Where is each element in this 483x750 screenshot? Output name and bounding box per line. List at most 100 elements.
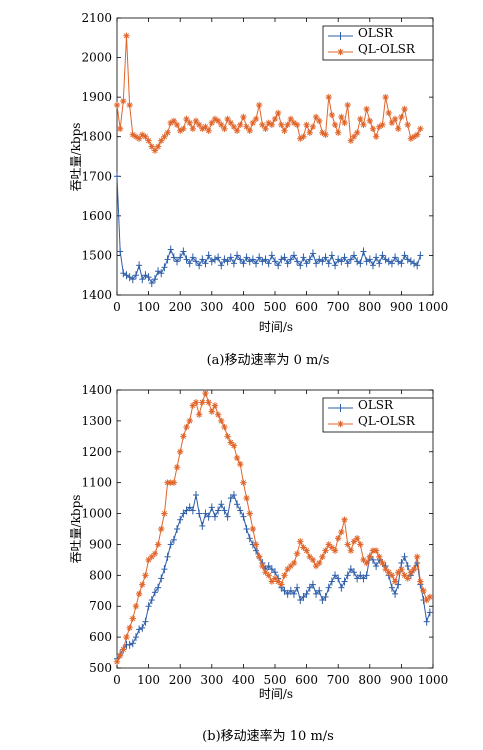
panel-b-series-ql-olsr-point: [341, 516, 348, 523]
panel-a-series-olsr-point: [306, 255, 313, 264]
panel-b-series-ql-olsr-point: [414, 553, 421, 560]
panel-b-series-ql-olsr-point: [410, 565, 418, 573]
panel-b-series-olsr-point: [186, 503, 193, 512]
panel-a-series-olsr-point: [132, 271, 139, 280]
panel-b-series-olsr-point: [392, 589, 399, 598]
panel-b-series-olsr-point: [325, 583, 332, 592]
panel-a-series-olsr-point: [385, 257, 392, 266]
panel-b-y-tick-label: 1300: [81, 414, 112, 428]
panel-b-y-axis-label: 吞吐量/kbps: [69, 495, 83, 564]
panel-b-series-ql-olsr-point: [183, 423, 190, 431]
panel-a-series-ql-olsr-point: [192, 117, 200, 125]
panel-a-y-tick-label: 1600: [81, 209, 112, 223]
panel-a-series-olsr-point: [180, 247, 187, 256]
panel-b-series-olsr-point: [193, 491, 199, 500]
panel-a-series-olsr-point: [407, 257, 414, 266]
panel-b-series-ql-olsr-point: [132, 603, 140, 610]
panel-b-series-olsr-point: [297, 596, 304, 605]
panel-b-series-ql-olsr-line: [116, 391, 431, 663]
panel-b-series-ql-olsr-point: [135, 590, 143, 598]
panel-b-series-olsr-point: [272, 568, 278, 577]
panel-a-series-ql-olsr-point: [116, 125, 124, 132]
panel-a-series-olsr-point: [398, 259, 405, 268]
panel-a-series-ql-olsr-point: [331, 121, 339, 129]
panel-a-series-olsr-point: [392, 253, 399, 262]
panel-a-series-ql-olsr-point: [120, 97, 127, 105]
panel-b-series-olsr-point: [230, 491, 237, 500]
panel-a-series-ql-olsr-point: [205, 127, 212, 134]
panel-b-series-ql-olsr-point: [126, 624, 133, 632]
panel-b-series-ql-olsr-point: [243, 494, 250, 502]
panel-b-legend-marker-ql-olsr: [337, 420, 344, 428]
panel-a-series-ql-olsr-point: [328, 111, 336, 119]
panel-a-series-ql-olsr-point: [395, 125, 402, 132]
panel-b-series-ql-olsr-point: [237, 460, 244, 468]
panel-b-series-ql-olsr-point: [376, 553, 383, 560]
panel-b-series-olsr-point: [351, 568, 357, 577]
panel-a-series-olsr-point: [388, 259, 395, 268]
panel-b-series-ql-olsr-point: [129, 615, 136, 622]
panel-b-x-tick-label: 700: [327, 673, 350, 687]
panel-b-y-tick-label: 600: [89, 630, 112, 644]
panel-b-y-tick-label: 800: [89, 568, 112, 582]
panel-a-series-ql-olsr-point: [300, 133, 307, 140]
panel-a-caption: (a)移动速率为 0 m/s: [207, 352, 330, 368]
panel-a-series-olsr-point: [309, 249, 316, 258]
panel-b-series-ql-olsr-point: [325, 541, 332, 548]
panel-b-series-olsr-point: [338, 583, 345, 592]
panel-a-series-ql-olsr-point: [347, 137, 355, 144]
panel-b-series-olsr-point: [309, 580, 316, 589]
panel-b-series-ql-olsr-point: [303, 547, 310, 554]
panel-b-series-olsr-point: [265, 562, 272, 571]
panel-a-series-ql-olsr-point: [145, 137, 152, 144]
panel-a-series-olsr-point: [234, 251, 241, 260]
panel-b-y-tick-label: 700: [89, 599, 112, 613]
panel-b-series-ql-olsr-point: [173, 464, 181, 471]
panel-b-series-olsr-point: [388, 583, 395, 592]
panel-b-series-olsr-point: [183, 506, 190, 515]
panel-b-series-ql-olsr-point: [246, 510, 253, 517]
panel-a-series-olsr-point: [332, 261, 339, 270]
panel-b-series-ql-olsr-point: [316, 559, 323, 567]
panel-a-series-ql-olsr-point: [123, 32, 130, 40]
panel-a-x-axis-label: 时间/s: [259, 320, 293, 334]
panel-b-series-ql-olsr-point: [252, 541, 260, 548]
panel-a-x-tick-label: 700: [327, 300, 350, 314]
panel-b-y-tick-label: 1200: [81, 445, 112, 459]
panel-b-series-olsr-point: [237, 506, 244, 515]
panel-b-series-olsr-point: [167, 540, 174, 549]
panel-a-series-olsr-point: [189, 253, 196, 262]
panel-a-series-ql-olsr-point: [274, 109, 282, 117]
panel-a-series-ql-olsr-point: [281, 127, 288, 134]
panel-a-series-ql-olsr-point: [262, 125, 269, 132]
panel-b-series-olsr-point: [224, 512, 231, 521]
panel-a-legend-marker-ql-olsr: [337, 48, 344, 56]
panel-b-series-olsr-point: [335, 574, 342, 583]
panel-b-series-olsr-point: [145, 602, 152, 611]
panel-a-series-ql-olsr-point: [338, 113, 345, 121]
panel-a-series-ql-olsr-point: [306, 129, 313, 136]
panel-a-series-olsr-point: [151, 275, 158, 284]
panel-a-x-tick-label: 900: [390, 300, 413, 314]
panel-a-series-olsr-point: [294, 257, 301, 266]
panel-b-y-tick-label: 1000: [81, 507, 112, 521]
panel-b-series-olsr-point: [357, 571, 364, 580]
panel-a-series-ql-olsr-point: [170, 117, 178, 125]
panel-b-series-olsr-point: [202, 509, 209, 518]
panel-a-series-olsr-point: [114, 172, 120, 181]
panel-b-series-ql-olsr-point: [139, 581, 146, 588]
panel-b-x-tick-label: 800: [358, 673, 381, 687]
panel-b-series-olsr-point: [313, 589, 320, 598]
panel-b-series-olsr-point: [287, 586, 294, 595]
panel-a-series-olsr-point: [281, 253, 288, 262]
panel-a-series-ql-olsr-point: [256, 101, 263, 109]
panel-b-series-ql-olsr-point: [116, 652, 124, 659]
panel-b-x-tick-label: 600: [295, 673, 318, 687]
panel-b-series-olsr-point: [132, 633, 139, 642]
panel-a-series-ql-olsr-point: [357, 115, 364, 123]
panel-a-x-tick-label: 200: [169, 300, 192, 314]
panel-b-series-ql-olsr-point: [177, 448, 184, 455]
panel-a-x-tick-label: 800: [358, 300, 381, 314]
panel-a-series-olsr-point: [145, 273, 152, 282]
panel-a-series-olsr-point: [379, 251, 386, 260]
